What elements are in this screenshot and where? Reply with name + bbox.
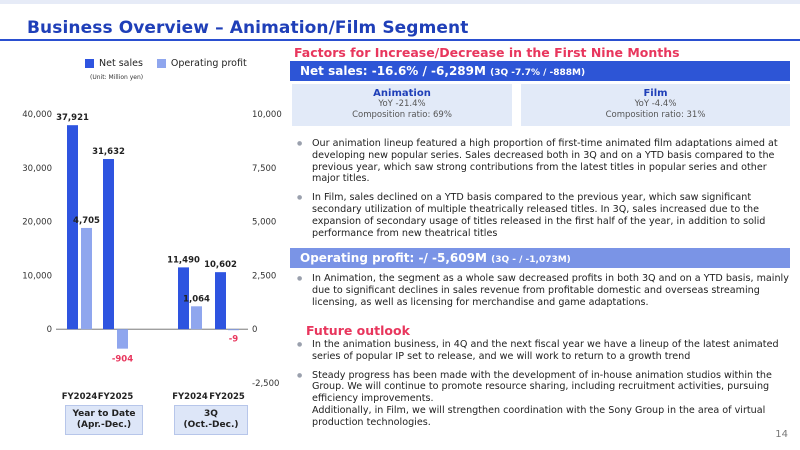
net-sales-heading-text: Net sales: -16.6% / -6,289M (300, 64, 486, 78)
operating-profit-heading: Operating profit: -/ -5,609M (3Q - / -1,… (290, 248, 790, 268)
outlook-heading: Future outlook (306, 323, 410, 338)
period-line: (Oct.-Dec.) (183, 420, 239, 430)
right-axis-tick-label: 0 (252, 325, 257, 335)
right-axis-tick-label: 5,000 (252, 218, 276, 228)
data-label-operating-profit: -9 (229, 334, 239, 344)
period-line: 3Q (204, 409, 218, 419)
period-line: (Apr.-Dec.) (76, 420, 132, 430)
category-label: FY2025 (209, 392, 245, 402)
data-label-net-sales: 10,602 (204, 260, 237, 270)
left-axis-tick-label: 20,000 (22, 218, 52, 228)
segment-name: Film (643, 88, 668, 99)
net-sales-bullets: Our animation lineup featured a high pro… (290, 138, 790, 246)
left-axis-tick-label: 30,000 (22, 164, 52, 174)
bullet-item: In Film, sales declined on a YTD basis c… (290, 192, 790, 239)
page-title: Business Overview – Animation/Film Segme… (27, 18, 469, 38)
data-label-operating-profit: 1,064 (183, 294, 210, 304)
bar-operating-profit (117, 329, 128, 349)
category-label: FY2025 (98, 392, 134, 402)
chart-legend: Net sales Operating profit (85, 58, 247, 69)
segment-box-animation: Animation YoY -21.4% Composition ratio: … (292, 84, 512, 126)
segment-ratio: Composition ratio: 69% (352, 110, 452, 120)
legend-swatch-net-sales (85, 59, 94, 68)
legend-item-net-sales: Net sales (85, 58, 143, 69)
legend-swatch-operating-profit (156, 59, 166, 68)
left-axis-tick-label: 40,000 (22, 110, 52, 120)
segment-name: Animation (373, 88, 431, 99)
bar-net-sales (67, 125, 78, 330)
data-label-operating-profit: -904 (112, 355, 133, 365)
legend-label-net-sales: Net sales (99, 58, 143, 69)
factors-heading: Factors for Increase/Decrease in the Fir… (294, 45, 680, 60)
bar-operating-profit (81, 227, 92, 330)
bar-chart: 0 10,000 20,000 30,000 40,000 -2,500 0 2,500 5,0… (22, 110, 282, 402)
chart-area: Net sales Operating profit (Unit: Millio… (10, 50, 290, 445)
bar-operating-profit (228, 329, 239, 331)
segment-yoy: YoY -21.4% (378, 99, 426, 109)
legend-label-operating-profit: Operating profit (170, 58, 247, 69)
bar-net-sales (178, 267, 189, 330)
data-label-operating-profit: 4,705 (73, 216, 100, 226)
net-sales-heading-sub: (3Q -7.7% / -888M) (490, 68, 586, 78)
data-label-net-sales: 11,490 (167, 255, 200, 265)
op-heading-text: Operating profit: -/ -5,609M (300, 251, 487, 265)
segment-yoy: YoY -4.4% (634, 99, 677, 109)
segment-box-film: Film YoY -4.4% Composition ratio: 31% (521, 84, 790, 126)
right-axis-tick-label: 10,000 (252, 110, 282, 120)
chart-unit: (Unit: Million yen) (90, 74, 144, 81)
net-sales-heading: Net sales: -16.6% / -6,289M (3Q -7.7% / … (290, 61, 790, 81)
page-number: 14 (775, 429, 788, 440)
bullet-item: Steady progress has been made with the d… (290, 370, 790, 429)
right-axis-tick-label: 2,500 (252, 271, 276, 281)
category-label: FY2024 (62, 392, 98, 402)
period-label-ytd: Year to Date (Apr.-Dec.) (65, 405, 143, 435)
bar-net-sales (103, 159, 114, 330)
segment-ratio: Composition ratio: 31% (605, 110, 706, 120)
bar-net-sales (215, 272, 226, 330)
left-axis-tick-label: 10,000 (22, 271, 52, 281)
bar-operating-profit (191, 306, 202, 330)
left-axis-tick-label: 0 (47, 325, 52, 335)
period-label-3q: 3Q (Oct.-Dec.) (174, 405, 248, 435)
title-top-band (0, 0, 800, 4)
title-underline (0, 39, 800, 41)
data-label-net-sales: 37,921 (56, 113, 89, 123)
period-line: Year to Date (72, 409, 136, 419)
outlook-bullets: In the animation business, in 4Q and the… (290, 339, 790, 436)
right-axis-tick-label: 7,500 (252, 164, 276, 174)
category-label: FY2024 (172, 392, 208, 402)
right-axis-tick-label: -2,500 (252, 379, 279, 389)
data-label-net-sales: 31,632 (92, 147, 125, 157)
operating-profit-bullets: In Animation, the segment as a whole saw… (290, 273, 790, 315)
bullet-item: In the animation business, in 4Q and the… (290, 339, 790, 363)
op-heading-sub: (3Q - / -1,073M) (491, 255, 571, 265)
legend-item-operating-profit: Operating profit (156, 58, 247, 69)
bullet-item: In Animation, the segment as a whole saw… (290, 273, 790, 308)
bullet-item: Our animation lineup featured a high pro… (290, 138, 790, 185)
